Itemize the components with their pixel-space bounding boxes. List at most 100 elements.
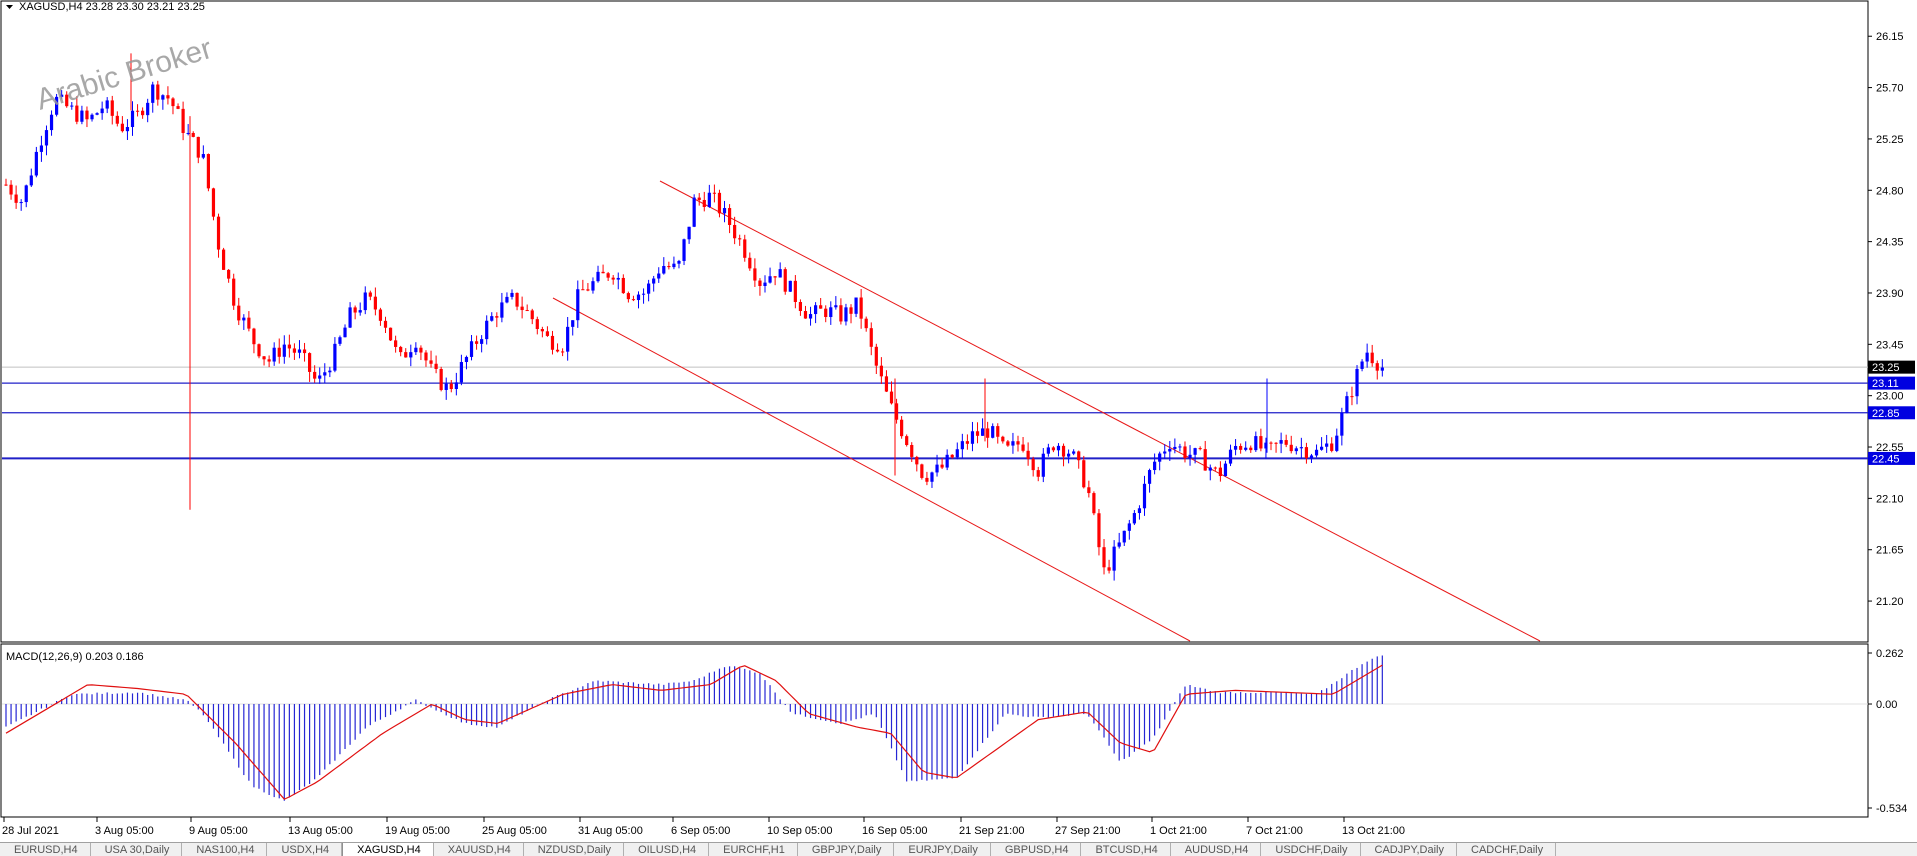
candle-body (763, 282, 767, 286)
level-price-tag-text: 23.11 (1872, 378, 1899, 390)
chart-tab[interactable]: EURCHF,H1 (709, 843, 798, 856)
candle-body (1208, 467, 1212, 471)
candle-body (1330, 443, 1334, 451)
candle-body (743, 239, 747, 258)
candle-body (844, 307, 848, 322)
chart-tab[interactable]: USDCHF,Daily (1261, 843, 1361, 856)
candle (1158, 451, 1162, 471)
chart-tab[interactable]: USDX,H4 (267, 843, 343, 856)
candle (1163, 444, 1167, 460)
candle (510, 289, 514, 300)
candle-body (930, 472, 934, 482)
candle-body (510, 292, 514, 297)
candle (798, 299, 803, 316)
candle-body (161, 95, 165, 100)
chart-tab[interactable]: CADJPY,Daily (1361, 843, 1457, 856)
chart-tab[interactable]: NAS100,H4 (182, 843, 268, 856)
chart-tab[interactable]: CADCHF,Daily (1457, 843, 1557, 856)
candle (1304, 442, 1309, 464)
candle (955, 442, 959, 460)
chart-tab[interactable]: BTCUSD,H4 (1081, 843, 1171, 856)
chart-tab[interactable]: EURJPY,Daily (894, 843, 991, 856)
candle-body (1087, 487, 1091, 494)
candle (1178, 443, 1182, 452)
candle-body (520, 306, 524, 311)
candle (85, 106, 89, 128)
candle (333, 337, 337, 373)
chart-tab[interactable]: OILUSD,H4 (624, 843, 710, 856)
chart-tab[interactable]: NZDUSD,Daily (524, 843, 625, 856)
candle-body (555, 349, 560, 352)
chart-tab[interactable]: EURUSD,H4 (0, 843, 91, 856)
candle-body (1021, 444, 1025, 451)
candle (353, 305, 357, 320)
macd-signal-line (5, 664, 1383, 800)
candle (1112, 540, 1116, 581)
candle-body (1026, 450, 1030, 459)
candle-body (1061, 445, 1066, 457)
chart-tab[interactable]: GBPJPY,Daily (798, 843, 895, 856)
time-tick-label: 21 Sep 21:00 (959, 825, 1024, 837)
chart-tab[interactable]: GBPUSD,H4 (991, 843, 1082, 856)
price-tick-label: 21.65 (1876, 545, 1904, 557)
candle-body (960, 441, 964, 450)
candle-body (515, 292, 519, 307)
candle (778, 262, 782, 278)
candle-body (712, 192, 716, 194)
candle-body (530, 310, 534, 320)
candle-body (1274, 442, 1278, 444)
candle (1244, 441, 1248, 452)
candle-body (778, 269, 782, 278)
candle-body (1340, 412, 1344, 436)
candle-body (793, 280, 797, 302)
candle (1213, 466, 1217, 471)
time-tick-label: 1 Oct 21:00 (1150, 825, 1207, 837)
candle (869, 322, 873, 356)
candle (1365, 343, 1369, 368)
candle (1142, 475, 1147, 516)
candle (986, 421, 990, 448)
candle-body (829, 307, 833, 318)
candle (459, 354, 463, 386)
candle (1188, 445, 1192, 466)
candle-body (424, 352, 428, 361)
price-pane[interactable] (0, 0, 1869, 643)
candle (616, 272, 620, 290)
candle (176, 103, 180, 110)
candle (495, 312, 499, 328)
candle-body (44, 130, 49, 146)
candle (141, 107, 145, 119)
candle-body (950, 454, 954, 458)
candle (520, 296, 524, 319)
candle (753, 258, 757, 287)
level-price-tag-text: 22.45 (1872, 453, 1900, 465)
candle-body (738, 238, 742, 240)
chart-tab[interactable]: AUDUSD,H4 (1171, 843, 1262, 856)
candle (358, 302, 362, 316)
channel-trend-line[interactable] (552, 297, 1191, 642)
chart-tab[interactable]: USA 30,Daily (91, 843, 183, 856)
chart-tab[interactable]: XAGUSD,H4 (342, 843, 434, 856)
level-price-tag (1868, 406, 1915, 420)
dropdown-triangle-icon[interactable] (6, 5, 13, 9)
candle (884, 370, 889, 393)
candle-body (1335, 435, 1339, 451)
chart-tab[interactable]: XAUUSD,H4 (434, 843, 524, 856)
candle-body (1299, 447, 1303, 449)
candle-body (1031, 458, 1035, 471)
channel-trend-line[interactable] (659, 180, 1541, 642)
candle-body (768, 276, 772, 283)
candle (399, 345, 403, 357)
macd-pane[interactable] (0, 643, 1869, 818)
time-tick-label: 13 Aug 05:00 (288, 825, 353, 837)
candle (75, 96, 79, 125)
candle (1249, 445, 1253, 453)
candle (464, 355, 469, 370)
candle (1117, 532, 1121, 549)
candle-body (692, 197, 696, 227)
candle (864, 316, 868, 332)
candle-body (641, 293, 646, 295)
candle (768, 267, 772, 284)
candle-body (191, 132, 195, 137)
